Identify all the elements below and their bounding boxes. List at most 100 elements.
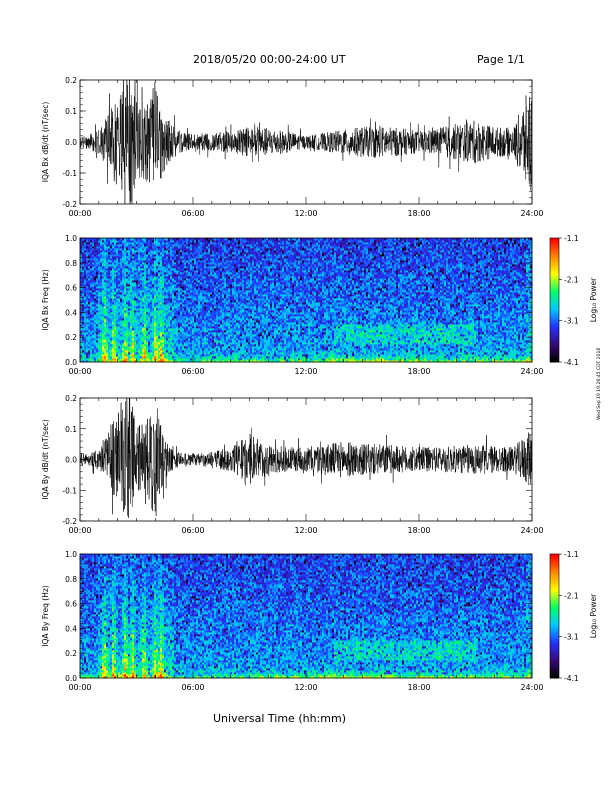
colorbar-segment xyxy=(550,569,559,572)
colorbar-segment xyxy=(550,355,559,358)
y-tick-label: 0.1 xyxy=(65,107,77,116)
colorbar-segment xyxy=(550,647,559,650)
colorbar-segment xyxy=(550,324,559,327)
colorbar-segment xyxy=(550,251,559,254)
colorbar-segment xyxy=(550,273,559,276)
colorbar-segment xyxy=(550,591,559,594)
colorbar-segment xyxy=(550,258,559,261)
x-tick-label: 18:00 xyxy=(407,209,430,218)
colorbar-segment xyxy=(550,255,559,258)
colorbar-segment xyxy=(550,667,559,670)
y-axis-label: IQA By Freq (Hz) xyxy=(41,585,50,647)
colorbar-tick-label: -2.1 xyxy=(564,275,579,284)
colorbar-segment xyxy=(550,354,559,357)
colorbar-segment xyxy=(550,583,559,586)
colorbar-segment xyxy=(550,606,559,609)
colorbar-segment xyxy=(550,589,559,592)
colorbar-segment xyxy=(550,262,559,265)
colorbar-segment xyxy=(550,250,559,253)
colorbar-segment xyxy=(550,278,559,281)
colorbar-segment xyxy=(550,558,559,561)
colorbar-segment xyxy=(550,307,559,310)
colorbar-segment xyxy=(550,636,559,639)
y-tick-label: -0.1 xyxy=(62,486,77,495)
x-axis-title: Universal Time (hh:mm) xyxy=(213,712,346,725)
colorbar-segment xyxy=(550,267,559,270)
colorbar-segment xyxy=(550,671,559,674)
colorbar-segment xyxy=(550,597,559,600)
x-tick-label: 12:00 xyxy=(294,683,317,692)
colorbar-segment xyxy=(550,358,559,361)
colorbar-segment xyxy=(550,651,559,654)
y-axis-label: IQA By dB/dt (nT/sec) xyxy=(41,419,50,500)
colorbar-segment xyxy=(550,564,559,567)
colorbar-segment xyxy=(550,616,559,619)
chart-title: 2018/05/20 00:00-24:00 UT xyxy=(193,53,346,66)
colorbar: -1.1 -2.1 -3.1 -4.1 Log₁₀ Power xyxy=(549,234,598,367)
colorbar-segment xyxy=(550,555,559,558)
colorbar-segment xyxy=(550,248,559,251)
colorbar-segment xyxy=(550,256,559,259)
colorbar-segment xyxy=(550,318,559,321)
colorbar-segment xyxy=(550,338,559,341)
colorbar-segment xyxy=(550,239,559,242)
colorbar-segment xyxy=(550,245,559,248)
colorbar-tick-label: -1.1 xyxy=(564,234,579,243)
colorbar-segment xyxy=(550,614,559,617)
colorbar-segment xyxy=(550,602,559,605)
y-tick-label: -0.1 xyxy=(62,169,77,178)
page-indicator: Page 1/1 xyxy=(477,53,525,66)
colorbar-segment xyxy=(550,603,559,606)
panel-1: 00:00 06:00 12:00 18:00 24:00 0.2 0.1 0.0 -0.1 -0… xyxy=(41,76,544,218)
colorbar-segment xyxy=(550,560,559,563)
y-axis-label: IQA Bx dB/dt (nT/sec) xyxy=(41,102,50,183)
spectrogram-cells xyxy=(80,238,533,363)
x-tick-label: 06:00 xyxy=(181,526,204,535)
colorbar-segment xyxy=(550,571,559,574)
colorbar-segment xyxy=(550,327,559,330)
colorbar-segment xyxy=(550,654,559,657)
colorbar-segment xyxy=(550,673,559,676)
colorbar-segment xyxy=(550,320,559,323)
y-tick-label: 0.4 xyxy=(65,624,77,633)
x-tick-label: 00:00 xyxy=(68,526,91,535)
colorbar-segment xyxy=(550,315,559,318)
x-tick-label: 18:00 xyxy=(407,683,430,692)
colorbar-segment xyxy=(550,637,559,640)
generation-timestamp: Wed Sep 19 19:26:45 CDT 2018 xyxy=(597,348,602,420)
colorbar-segment xyxy=(550,259,559,262)
colorbar-segment xyxy=(550,561,559,564)
colorbar-segment xyxy=(550,642,559,645)
colorbar-segment xyxy=(550,337,559,340)
colorbar-segment xyxy=(550,557,559,560)
colorbar-segment xyxy=(550,585,559,588)
colorbar-segment xyxy=(550,600,559,603)
colorbar-segment xyxy=(550,595,559,598)
colorbar-tick-label: -2.1 xyxy=(564,591,579,600)
colorbar-segment xyxy=(550,281,559,284)
colorbar-segment xyxy=(550,295,559,298)
colorbar-segment xyxy=(550,290,559,293)
y-tick-label: 0.2 xyxy=(65,649,77,658)
colorbar-segment xyxy=(550,331,559,334)
y-tick-label: 0.6 xyxy=(65,284,77,293)
y-tick-label: 0.1 xyxy=(65,425,77,434)
colorbar-segment xyxy=(550,653,559,656)
x-tick-label: 06:00 xyxy=(181,683,204,692)
colorbar-segment xyxy=(550,279,559,282)
colorbar-segment xyxy=(550,360,559,363)
y-tick-label: 0.2 xyxy=(65,76,77,85)
colorbar-segment xyxy=(550,321,559,324)
colorbar-segment xyxy=(550,334,559,337)
colorbar-segment xyxy=(550,670,559,673)
colorbar-segment xyxy=(550,617,559,620)
colorbar-segment xyxy=(550,577,559,580)
colorbar-segment xyxy=(550,244,559,247)
colorbar-segment xyxy=(550,296,559,299)
colorbar-segment xyxy=(550,659,559,662)
colorbar-segment xyxy=(550,674,559,677)
colorbar-segment xyxy=(550,332,559,335)
spectrogram-cells xyxy=(80,554,533,679)
y-tick-label: 0.0 xyxy=(65,456,77,465)
colorbar-frame xyxy=(549,553,560,679)
